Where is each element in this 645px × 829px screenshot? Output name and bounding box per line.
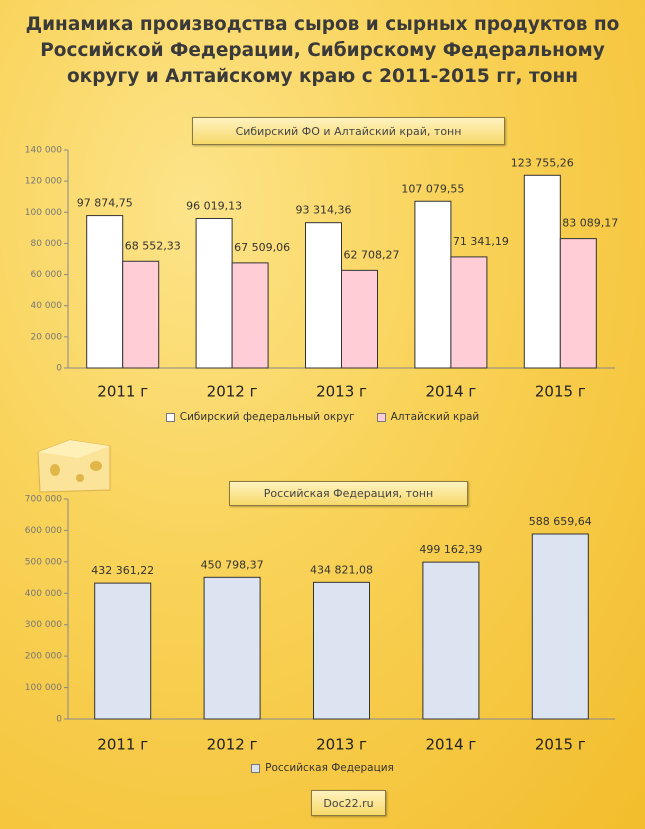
bar (414, 200, 452, 369)
x-tick-label: 2013 г (316, 383, 367, 401)
y-tick-label: 20 000 (31, 332, 63, 342)
legend-swatch (165, 412, 175, 422)
x-tick-label: 2013 г (316, 736, 367, 754)
legend: Российская Федерация (0, 762, 645, 774)
legend-label: Российская Федерация (265, 762, 394, 774)
value-label: 588 659,64 (529, 515, 592, 528)
chart-title: Сибирский ФО и Алтайский край, тонн (192, 117, 505, 145)
bar (195, 217, 233, 369)
bar (231, 262, 269, 369)
x-tick-label: 2012 г (207, 736, 258, 754)
y-tick-label: 500 000 (25, 557, 62, 567)
bar (450, 256, 488, 369)
value-label: 434 821,08 (310, 563, 373, 576)
y-tick-label: 100 000 (25, 683, 62, 693)
value-label: 83 089,17 (562, 217, 618, 230)
y-tick-label: 140 000 (25, 146, 62, 156)
value-label: 432 361,22 (91, 564, 154, 577)
y-tick-label: 80 000 (31, 239, 63, 249)
y-tick-label: 100 000 (25, 208, 62, 218)
value-label: 71 341,19 (453, 235, 509, 248)
x-tick-label: 2011 г (97, 383, 148, 401)
y-tick-label: 300 000 (25, 620, 62, 630)
x-tick-label: 2011 г (97, 736, 148, 754)
value-label: 62 708,27 (344, 248, 400, 261)
bar (122, 260, 160, 369)
y-tick-label: 200 000 (25, 652, 62, 662)
bar (523, 174, 561, 369)
x-tick-label: 2014 г (425, 383, 476, 401)
legend-label: Алтайский край (390, 411, 480, 423)
legend-label: Сибирский федеральный округ (179, 411, 355, 423)
chart-title: Российская Федерация, тонн (229, 481, 468, 506)
x-tick-label: 2015 г (535, 736, 586, 754)
legend: Сибирский федеральный округ Алтайский кра… (0, 411, 645, 423)
bar (559, 238, 597, 369)
y-tick-label: 120 000 (25, 177, 62, 187)
bar (305, 222, 342, 369)
value-label: 499 162,39 (419, 543, 482, 556)
bar (531, 533, 589, 720)
bar (94, 582, 152, 720)
legend-item: Алтайский край (376, 411, 480, 423)
bar (313, 581, 370, 720)
y-tick-label: 0 (56, 364, 62, 374)
y-tick-label: 0 (56, 715, 62, 725)
cheese-icon (37, 439, 111, 493)
bar (203, 576, 261, 720)
bar (86, 215, 124, 369)
y-tick-label: 400 000 (25, 589, 62, 599)
value-label: 123 755,26 (511, 156, 574, 169)
y-tick-label: 600 000 (25, 526, 62, 536)
x-tick-label: 2012 г (207, 383, 258, 401)
footer: Doc22.ru (311, 790, 386, 816)
value-label: 96 019,13 (186, 199, 242, 212)
value-label: 67 509,06 (234, 241, 290, 254)
value-label: 450 798,37 (201, 558, 264, 571)
bar (341, 269, 378, 369)
value-label: 97 874,75 (77, 197, 133, 210)
value-label: 107 079,55 (401, 182, 464, 195)
x-tick-label: 2014 г (425, 736, 476, 754)
legend-swatch (376, 412, 386, 422)
y-tick-label: 700 000 (25, 495, 62, 505)
legend-item: Российская Федерация (251, 762, 394, 774)
value-label: 93 314,36 (296, 204, 352, 217)
bar (422, 561, 480, 720)
y-tick-label: 60 000 (31, 270, 63, 280)
value-label: 68 552,33 (125, 239, 181, 252)
page-title: Динамика производства сыров и сырных про… (25, 14, 620, 87)
x-tick-label: 2015 г (535, 383, 586, 401)
y-tick-label: 40 000 (31, 301, 63, 311)
legend-item: Сибирский федеральный округ (165, 411, 355, 423)
legend-swatch (251, 763, 261, 773)
